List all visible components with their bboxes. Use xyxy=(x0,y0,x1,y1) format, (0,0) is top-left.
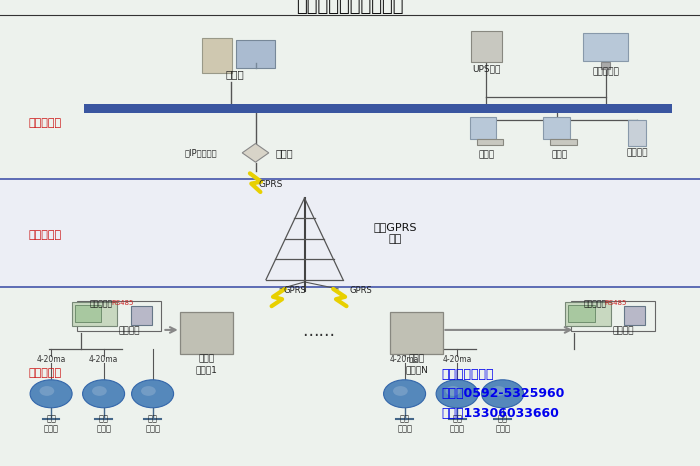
Circle shape xyxy=(141,386,155,396)
Text: 流量积算仪: 流量积算仪 xyxy=(583,299,607,308)
Text: GPRS: GPRS xyxy=(284,286,306,295)
Circle shape xyxy=(30,380,72,408)
Bar xyxy=(75,306,101,322)
Text: 4-20ma: 4-20ma xyxy=(442,355,472,364)
Text: 不锈钢
仪表箱1: 不锈钢 仪表箱1 xyxy=(195,355,218,374)
Text: 工作站: 工作站 xyxy=(478,151,495,160)
Bar xyxy=(0,0,700,179)
Circle shape xyxy=(491,386,505,396)
Bar xyxy=(570,301,655,331)
Text: 路由器: 路由器 xyxy=(275,148,293,158)
Bar xyxy=(582,33,629,61)
Bar xyxy=(550,139,577,145)
Bar xyxy=(236,40,274,68)
Bar xyxy=(131,306,152,325)
Text: 温度
变送器: 温度 变送器 xyxy=(96,414,111,434)
Text: GPRS: GPRS xyxy=(259,179,283,189)
Bar xyxy=(543,117,570,139)
Text: 数据传输层: 数据传输层 xyxy=(29,230,62,240)
Text: 流量积算仪: 流量积算仪 xyxy=(90,299,113,308)
Text: RS485: RS485 xyxy=(111,301,134,306)
Text: 智能手机: 智能手机 xyxy=(626,149,648,158)
Circle shape xyxy=(132,380,174,408)
Text: RS485: RS485 xyxy=(605,301,627,306)
Circle shape xyxy=(482,380,524,408)
Bar xyxy=(601,62,610,69)
Circle shape xyxy=(446,386,461,396)
Text: 大屏幕投影: 大屏幕投影 xyxy=(592,68,619,77)
Text: 移动GPRS
网络: 移动GPRS 网络 xyxy=(374,222,417,244)
Text: 4-20ma: 4-20ma xyxy=(89,355,118,364)
Circle shape xyxy=(393,386,407,396)
Circle shape xyxy=(436,380,478,408)
Text: 4-20ma: 4-20ma xyxy=(36,355,66,364)
Text: 手机：13306033660: 手机：13306033660 xyxy=(441,407,559,420)
Bar xyxy=(470,32,503,62)
Text: 温度
变送器: 温度 变送器 xyxy=(449,414,465,434)
Text: 客户端: 客户端 xyxy=(552,151,568,160)
Text: 压力
变送器: 压力 变送器 xyxy=(43,414,59,434)
Circle shape xyxy=(92,386,106,396)
Text: ……: …… xyxy=(302,322,335,340)
Text: 数据管理层: 数据管理层 xyxy=(29,118,62,129)
Text: UPS电源: UPS电源 xyxy=(473,64,500,73)
Text: 电话：0592-5325960: 电话：0592-5325960 xyxy=(441,387,564,400)
Bar xyxy=(202,39,232,73)
Bar xyxy=(391,312,442,354)
Bar xyxy=(77,301,161,331)
Text: 不锈钢
仪表箱N: 不锈钢 仪表箱N xyxy=(405,355,428,374)
Bar xyxy=(624,306,645,325)
Bar xyxy=(181,312,232,354)
Text: 蒸汽热网远程监控系统: 蒸汽热网远程监控系统 xyxy=(296,0,404,15)
Circle shape xyxy=(384,380,426,408)
Text: 测控终端: 测控终端 xyxy=(119,327,140,336)
Bar xyxy=(566,302,610,326)
Bar xyxy=(470,117,496,139)
Bar xyxy=(568,306,595,322)
Bar xyxy=(84,104,672,113)
Text: 服务器: 服务器 xyxy=(225,69,244,80)
Text: 联系人：陈先生: 联系人：陈先生 xyxy=(441,368,494,381)
Text: 压力
变送器: 压力 变送器 xyxy=(397,414,412,434)
Text: （IP、域名）: （IP、域名） xyxy=(184,148,217,158)
Text: 流量
变送器: 流量 变送器 xyxy=(495,414,510,434)
Bar xyxy=(71,302,118,326)
Text: GPRS: GPRS xyxy=(350,286,372,295)
Circle shape xyxy=(39,386,54,396)
Bar xyxy=(628,120,646,145)
Bar xyxy=(0,179,700,287)
Bar xyxy=(477,139,503,145)
Text: 流量
变送器: 流量 变送器 xyxy=(145,414,160,434)
Text: 测控终端: 测控终端 xyxy=(612,327,634,336)
Text: 数据采集层: 数据采集层 xyxy=(29,368,62,378)
Polygon shape xyxy=(242,144,269,162)
Bar xyxy=(0,287,700,466)
Circle shape xyxy=(83,380,125,408)
Text: 4-20ma: 4-20ma xyxy=(390,355,419,364)
